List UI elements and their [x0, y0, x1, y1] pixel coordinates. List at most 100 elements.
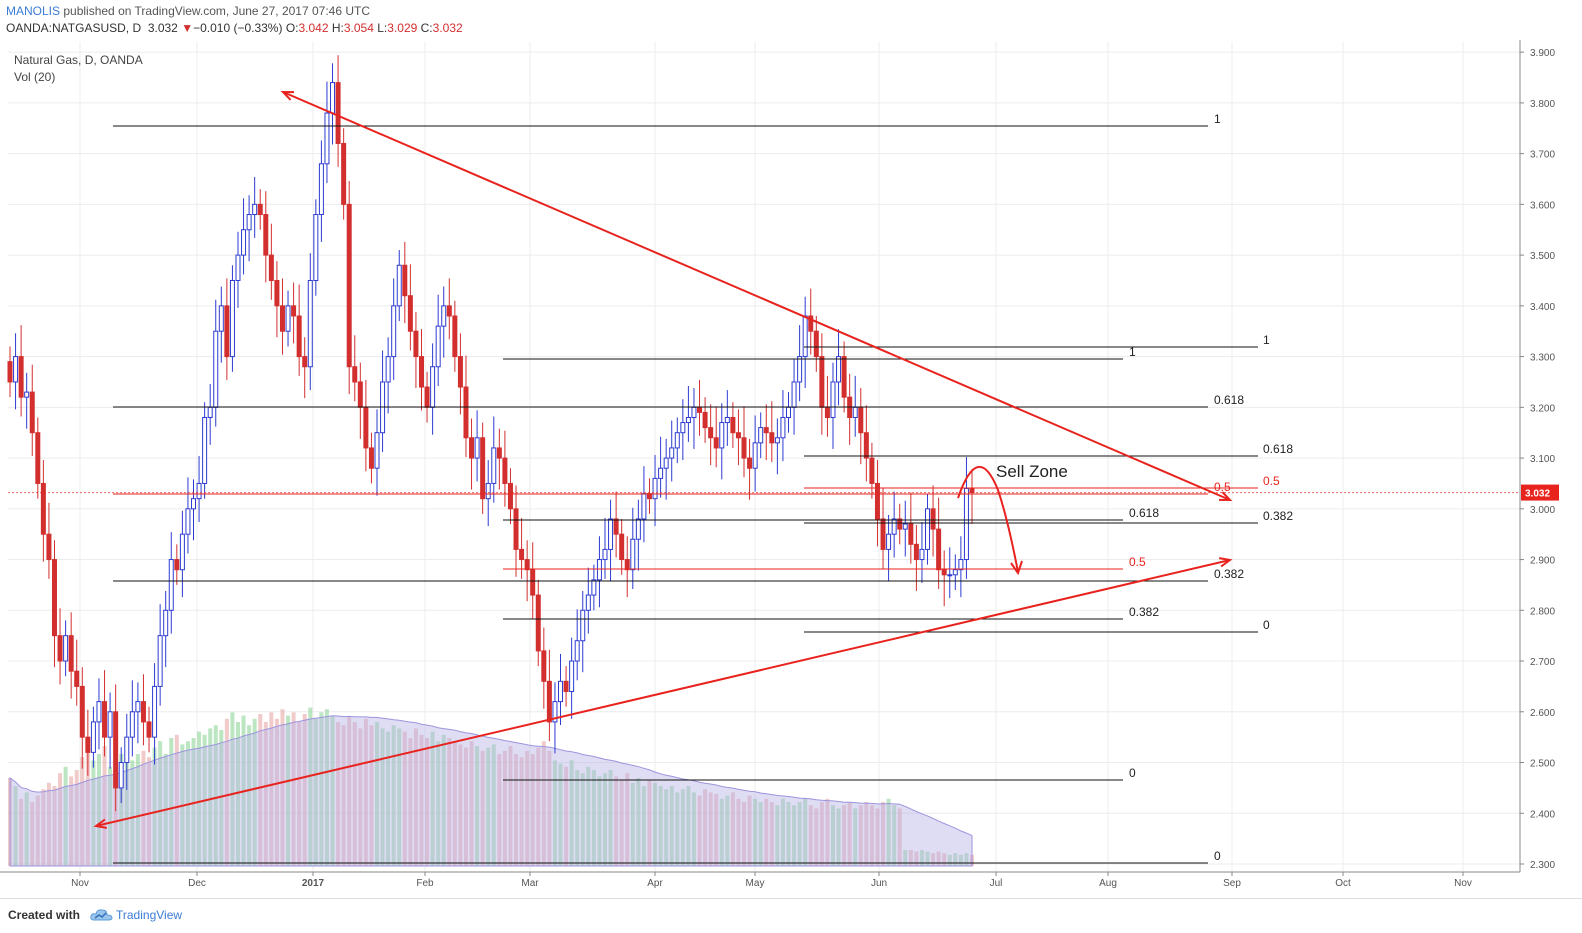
last-price: 3.032 — [147, 21, 178, 35]
volume-bar — [875, 808, 880, 866]
volume-bar — [19, 798, 24, 866]
candle-body — [318, 163, 324, 216]
candle-body — [680, 422, 686, 434]
candle-body — [941, 569, 947, 576]
volume-bar — [452, 741, 457, 866]
volume-bar — [425, 738, 430, 866]
fib-level-label: 0.382 — [1263, 509, 1293, 523]
y-tick-label: 3.400 — [1530, 302, 1555, 313]
candle-body — [18, 356, 24, 398]
candle-body — [179, 533, 185, 571]
candle-body — [96, 701, 102, 723]
volume-bar — [614, 776, 619, 866]
candle-body — [213, 330, 219, 408]
candle-body — [480, 437, 486, 500]
candle-body — [869, 457, 875, 484]
candle-body — [207, 406, 213, 418]
candle-body — [402, 264, 408, 297]
volume-bar — [680, 789, 685, 866]
x-tick-label: Mar — [521, 878, 539, 889]
volume-bar — [725, 795, 730, 866]
candle-body — [741, 437, 747, 459]
volume-bar — [408, 738, 413, 866]
time-axis[interactable]: Nov Dec 2017 Feb Mar Apr May Jun Jul Aug Sep Oct Nov — [0, 871, 1520, 889]
volume-bar — [413, 728, 418, 866]
candle-body — [341, 142, 347, 205]
volume-bar — [869, 805, 874, 866]
volume-bar — [269, 712, 274, 866]
volume-bar — [230, 712, 235, 866]
candle-body — [357, 381, 363, 408]
fib-level-label: 0.5 — [1129, 555, 1146, 569]
low-label: L: — [377, 21, 388, 35]
volume-bar — [224, 718, 229, 866]
candle-body — [368, 447, 374, 469]
price-axis[interactable]: 3.900 3.800 3.700 3.600 3.500 3.400 3.300 3.200… — [1519, 40, 1559, 872]
candle-body — [963, 488, 969, 561]
volume-bar — [847, 802, 852, 866]
volume-bar — [864, 802, 869, 866]
volume-bar — [235, 722, 240, 866]
volume-bar — [297, 722, 302, 866]
candle-body — [591, 579, 597, 596]
candle-body — [68, 635, 74, 672]
chart-plot-area[interactable]: 1 0.618 0.5 0.382 0 1 0.618 0.5 0.382 0 1 0.618 0.5 0… — [0, 40, 1582, 898]
candle-body — [585, 594, 591, 611]
created-with-text: Created with — [8, 908, 81, 922]
fib-level-label: 0 — [1214, 849, 1221, 863]
candle-body — [291, 305, 297, 317]
volume-bar — [74, 770, 79, 866]
volume-bar — [602, 773, 607, 866]
fib-level-label: 1 — [1214, 112, 1221, 126]
volume-bar — [919, 850, 924, 866]
volume-bar — [664, 789, 669, 866]
volume-bar — [769, 802, 774, 866]
candle-body — [563, 680, 569, 692]
candle-body — [891, 518, 897, 535]
author-name[interactable]: MANOLIS — [6, 4, 61, 18]
y-tick-label: 3.100 — [1530, 454, 1555, 465]
tradingview-link[interactable]: TradingView — [116, 908, 183, 922]
volume-bar — [853, 808, 858, 866]
volume-bar — [625, 773, 630, 866]
candle-body — [797, 356, 803, 383]
x-tick-label: Nov — [71, 878, 89, 889]
volume-bar — [191, 738, 196, 866]
candle-body — [313, 214, 319, 281]
candle-body — [57, 635, 63, 662]
volume-bar — [736, 798, 741, 866]
volume-bar — [375, 722, 380, 866]
volume-bar — [130, 760, 135, 866]
volume-bar — [274, 718, 279, 866]
volume-bar — [958, 854, 963, 866]
volume-bar — [608, 770, 613, 866]
candle-body — [391, 305, 397, 358]
candle-body — [257, 203, 263, 216]
open-label: O: — [285, 21, 299, 35]
candle-body — [246, 214, 252, 231]
candle-body — [763, 427, 769, 434]
candle-body — [952, 569, 958, 576]
candle-body — [702, 411, 708, 429]
candle-body — [624, 559, 630, 571]
candle-body — [785, 406, 791, 418]
candle-body — [507, 482, 513, 510]
candle-body — [819, 356, 825, 408]
candle-body — [157, 635, 163, 687]
volume-bar — [102, 746, 107, 866]
volume-bar — [341, 725, 346, 866]
fib-level-label: 0.618 — [1129, 506, 1159, 520]
symbol-name[interactable]: OANDA:NATGASUSD, D — [6, 21, 142, 35]
x-tick-label: Nov — [1454, 878, 1472, 889]
volume-bar — [419, 734, 424, 866]
candle-body — [457, 356, 463, 388]
volume-bar — [525, 750, 530, 866]
candle-body — [268, 254, 274, 281]
volume-bar — [219, 730, 224, 866]
volume-bar — [480, 750, 485, 866]
candle-body — [263, 214, 269, 256]
volume-bar — [286, 715, 291, 866]
candle-body — [74, 670, 80, 687]
x-tick-label: 2017 — [302, 878, 325, 889]
candle-body — [446, 305, 452, 317]
